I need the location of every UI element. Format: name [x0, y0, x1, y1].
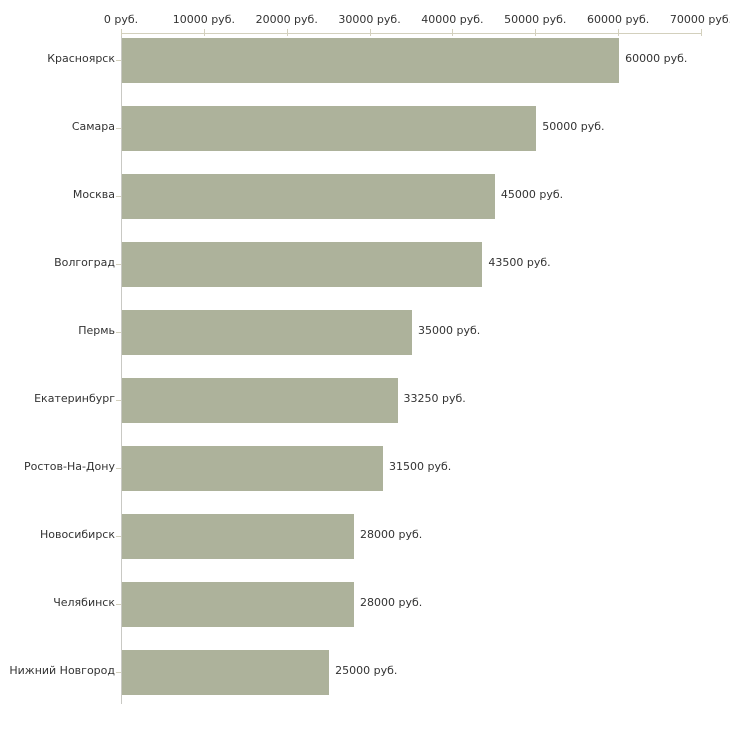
bar [122, 242, 483, 287]
y-axis-line [121, 33, 122, 704]
category-tick-mark [116, 196, 121, 197]
x-tick-mark [618, 29, 620, 36]
bar-value-label: 25000 руб. [335, 664, 398, 677]
bar-value-label: 43500 руб. [488, 256, 551, 269]
bar-value-label: 45000 руб. [500, 188, 564, 201]
x-tick-mark [369, 29, 371, 36]
bar [122, 378, 398, 423]
category-label: Самара [71, 120, 115, 133]
bar-value-label: 28000 руб. [360, 528, 423, 541]
x-axis-tick-label: 30000 руб. [338, 13, 401, 26]
x-tick-mark [701, 29, 702, 36]
category-tick-mark [116, 536, 121, 537]
category-label: Красноярск [47, 52, 115, 65]
x-axis-tick-label: 10000 руб. [172, 13, 235, 26]
category-label: Нижний Новгород [9, 664, 115, 677]
x-tick-mark [452, 29, 454, 36]
x-axis-tick-label: 0 руб. [103, 13, 139, 26]
category-tick-mark [116, 604, 121, 605]
bar [122, 38, 620, 83]
bar [122, 514, 354, 559]
category-label: Москва [72, 188, 115, 201]
bar [122, 310, 412, 355]
x-axis-tick-label: 60000 руб. [587, 13, 650, 26]
bar-value-label: 33250 руб. [403, 392, 466, 405]
category-tick-mark [116, 672, 121, 673]
bar-value-label: 28000 руб. [360, 596, 423, 609]
category-tick-mark [116, 128, 121, 129]
category-tick-mark [116, 332, 121, 333]
bar-value-label: 31500 руб. [389, 460, 452, 473]
category-label: Волгоград [54, 256, 115, 269]
x-axis-tick-label: 40000 руб. [421, 13, 484, 26]
category-label: Пермь [78, 324, 115, 337]
category-label: Челябинск [53, 596, 115, 609]
category-tick-mark [116, 468, 121, 469]
bar [122, 106, 537, 151]
bar-value-label: 60000 руб. [625, 52, 688, 65]
x-axis-tick-label: 20000 руб. [255, 13, 318, 26]
category-label: Новосибирск [39, 528, 115, 541]
bar-value-label: 35000 руб. [418, 324, 481, 337]
category-tick-mark [116, 400, 121, 401]
x-tick-mark [203, 29, 205, 36]
x-tick-mark [121, 29, 122, 36]
bar [122, 174, 495, 219]
category-tick-mark [116, 60, 121, 61]
x-axis-tick-label: 50000 руб. [504, 13, 567, 26]
bar-value-label: 50000 руб. [542, 120, 605, 133]
x-axis-line [121, 33, 701, 34]
category-label: Ростов-На-Дону [23, 460, 115, 473]
bar [122, 650, 330, 695]
x-tick-mark [535, 29, 537, 36]
category-tick-mark [116, 264, 121, 265]
category-label: Екатеринбург [34, 392, 115, 405]
bar [122, 446, 383, 491]
x-axis-tick-label: 70000 руб. [669, 13, 730, 26]
bar [122, 582, 354, 627]
x-tick-mark [286, 29, 288, 36]
